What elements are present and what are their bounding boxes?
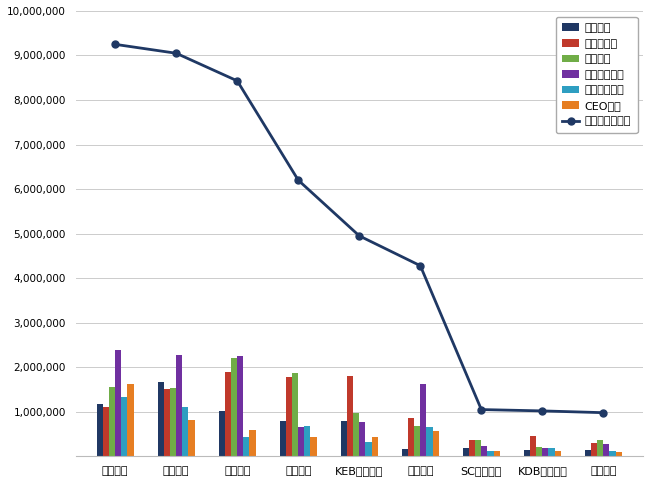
- Bar: [103, 407, 109, 456]
- Bar: [616, 452, 621, 456]
- Bar: [231, 358, 237, 456]
- Bar: [97, 404, 103, 456]
- Bar: [250, 429, 255, 456]
- Bar: [286, 377, 292, 456]
- Bar: [122, 397, 127, 456]
- Bar: [347, 376, 353, 456]
- Bar: [463, 448, 469, 456]
- Bar: [127, 384, 133, 456]
- Bar: [592, 443, 597, 456]
- Bar: [109, 387, 115, 456]
- 브랜드평판지수: [599, 410, 607, 415]
- Legend: 참여지수, 미디어지수, 소통지수, 커뮤니티지수, 사회공헌지수, CEO지수, 브랜드평판지수: 참여지수, 미디어지수, 소통지수, 커뮤니티지수, 사회공헌지수, CEO지수…: [556, 16, 638, 133]
- Bar: [426, 427, 432, 456]
- Bar: [164, 389, 170, 456]
- Bar: [225, 372, 231, 456]
- Bar: [610, 452, 616, 456]
- Bar: [524, 450, 530, 456]
- 브랜드평판지수: [356, 233, 363, 239]
- Bar: [353, 412, 359, 456]
- Bar: [183, 407, 188, 456]
- Bar: [170, 388, 176, 456]
- Bar: [237, 356, 243, 456]
- 브랜드평판지수: [294, 177, 302, 183]
- Bar: [408, 418, 414, 456]
- Bar: [365, 442, 372, 456]
- Bar: [359, 422, 365, 456]
- Bar: [542, 448, 549, 456]
- Bar: [536, 447, 542, 456]
- Bar: [219, 412, 225, 456]
- Bar: [115, 350, 122, 456]
- Bar: [432, 430, 439, 456]
- Bar: [243, 437, 250, 456]
- Bar: [402, 449, 408, 456]
- 브랜드평판지수: [478, 407, 486, 412]
- Bar: [372, 437, 378, 456]
- Bar: [341, 421, 347, 456]
- Bar: [585, 450, 592, 456]
- Bar: [597, 440, 603, 456]
- Bar: [292, 372, 298, 456]
- Bar: [554, 451, 561, 456]
- Bar: [158, 382, 164, 456]
- Bar: [280, 421, 286, 456]
- Bar: [176, 355, 183, 456]
- Bar: [311, 437, 317, 456]
- Bar: [475, 440, 482, 456]
- Bar: [549, 448, 554, 456]
- Bar: [603, 444, 610, 456]
- Bar: [482, 446, 488, 456]
- Bar: [421, 384, 426, 456]
- 브랜드평판지수: [233, 78, 241, 84]
- Bar: [414, 426, 421, 456]
- Bar: [530, 436, 536, 456]
- 브랜드평판지수: [417, 263, 424, 269]
- 브랜드평판지수: [538, 408, 546, 414]
- Bar: [488, 451, 493, 456]
- Line: 브랜드평판지수: 브랜드평판지수: [112, 41, 607, 416]
- 브랜드평판지수: [172, 50, 180, 56]
- Bar: [298, 427, 304, 456]
- Bar: [304, 426, 311, 456]
- Bar: [469, 440, 475, 456]
- Bar: [493, 451, 500, 456]
- 브랜드평판지수: [111, 42, 119, 47]
- Bar: [188, 420, 194, 456]
